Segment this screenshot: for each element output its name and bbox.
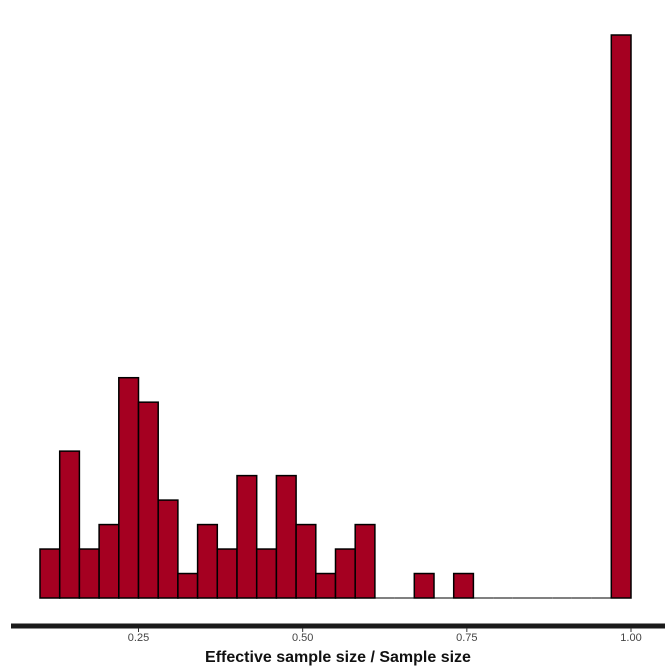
x-tick-label: 0.25 [128, 632, 149, 644]
histogram-bar [177, 572, 199, 599]
x-axis-title: Effective sample size / Sample size [205, 649, 471, 666]
x-tick-label: 0.75 [456, 632, 477, 644]
histogram-bar [452, 572, 475, 599]
histogram-bar [275, 474, 297, 599]
histogram-bar [78, 548, 100, 599]
histogram-bar [98, 523, 120, 599]
histogram-bar [236, 474, 258, 599]
histogram-bar [39, 548, 61, 599]
histogram-bar [196, 523, 219, 599]
x-tick-label: 1.00 [620, 632, 641, 644]
x-tick-label: 0.50 [292, 632, 313, 644]
bars-layer [39, 34, 632, 599]
histogram-bar [413, 572, 435, 599]
histogram-bar [216, 548, 238, 599]
histogram-bar [58, 450, 81, 599]
x-axis-ticks: 0.25 0.50 0.75 1.00 [128, 628, 642, 644]
histogram-bar [354, 523, 376, 599]
histogram-bar [255, 548, 278, 599]
histogram-bar [315, 572, 337, 599]
histogram-bar [334, 548, 356, 599]
histogram-bar [157, 499, 179, 599]
histogram-bar [137, 401, 159, 599]
histogram-bar [610, 34, 632, 599]
histogram-bar [295, 523, 317, 599]
histogram-bar [118, 376, 140, 599]
